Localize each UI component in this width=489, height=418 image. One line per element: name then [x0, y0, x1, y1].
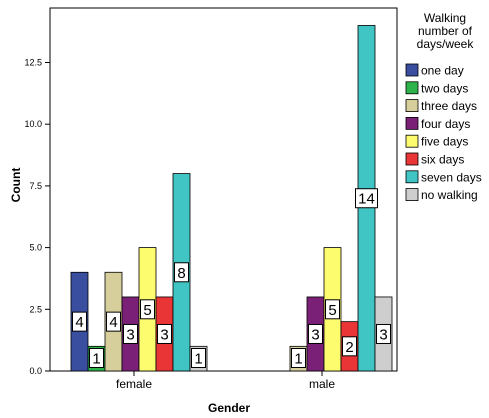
data-label-box — [140, 299, 155, 320]
data-label-box — [123, 323, 138, 344]
x-tick-label: male — [309, 377, 335, 391]
data-label-box — [355, 188, 378, 209]
data-label-box — [174, 262, 189, 283]
legend-item-label: two days — [421, 81, 468, 95]
legend-item-label: six days — [421, 153, 464, 167]
data-label-box — [342, 336, 357, 357]
data-label: 5 — [328, 302, 336, 319]
legend-swatch — [405, 188, 419, 202]
data-label-box — [376, 323, 391, 344]
data-label-box — [89, 348, 104, 368]
data-label: 1 — [92, 351, 100, 368]
legend-item-label: four days — [421, 117, 470, 131]
y-tick-label: 5.0 — [29, 243, 42, 253]
data-label: 5 — [143, 302, 151, 319]
data-label: 4 — [109, 314, 117, 331]
y-tick-label: 7.5 — [29, 181, 42, 191]
legend-swatch — [405, 99, 419, 112]
x-axis-label: Gender — [208, 401, 250, 415]
legend-swatch — [405, 63, 419, 77]
data-label-box — [291, 348, 306, 368]
data-label: 3 — [126, 326, 134, 343]
legend-item-label: one day — [421, 64, 464, 78]
legend-item-label: three days — [421, 99, 477, 113]
legend-swatch — [405, 117, 419, 130]
data-label: 3 — [160, 326, 168, 343]
legend-swatch — [405, 152, 419, 166]
plot-area: 0.0 2.5 5.0 7.5 10.0 12.5 female male — [24, 7, 398, 391]
data-label: 14 — [358, 191, 375, 208]
data-label: 3 — [311, 326, 319, 343]
data-label: 1 — [294, 351, 302, 368]
legend-swatch — [405, 134, 419, 148]
data-label: 3 — [379, 326, 387, 343]
legend-item-label: seven days — [421, 170, 482, 184]
y-tick-label: 2.5 — [29, 304, 42, 314]
x-tick-label: female — [116, 377, 152, 391]
data-label-box — [157, 323, 172, 344]
legend-title: days/week — [417, 37, 475, 51]
data-label-box — [72, 311, 87, 332]
y-axis-label: Count — [9, 168, 23, 203]
legend-item-label: five days — [421, 135, 468, 149]
legend-swatch — [405, 170, 419, 184]
data-label-box — [308, 323, 323, 344]
plot-frame — [49, 7, 398, 372]
y-tick-label: 0.0 — [29, 366, 42, 376]
legend-swatch — [405, 81, 419, 95]
data-label-box — [191, 348, 206, 368]
data-label: 4 — [75, 314, 83, 331]
legend-item-label: no walking — [421, 188, 478, 202]
y-tick-label: 10.0 — [24, 119, 42, 129]
data-label: 1 — [194, 351, 202, 368]
data-label: 2 — [345, 339, 353, 356]
y-tick-label: 12.5 — [24, 58, 42, 68]
data-label: 8 — [177, 265, 185, 282]
data-label-box — [325, 299, 340, 320]
legend-title: Walking — [424, 11, 466, 25]
legend-title: number of — [418, 24, 473, 38]
data-label-box — [106, 311, 121, 332]
